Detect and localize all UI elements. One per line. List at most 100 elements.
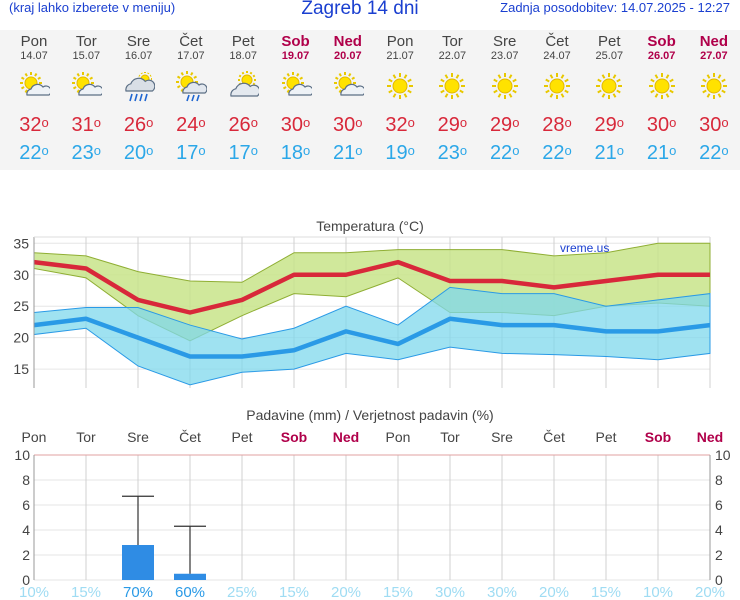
day-date: 26.07: [647, 50, 676, 62]
min-temperature: 23o: [437, 142, 468, 164]
sun-cloud-icon: [20, 72, 50, 96]
precipitation-probability: 15%: [71, 584, 101, 600]
min-temperature: 17o: [228, 142, 258, 164]
day-column: Tor 22.07 29o 23o: [426, 30, 478, 165]
day-column: Čet 24.07 28o 22o: [531, 30, 583, 165]
min-temperature: 21o: [333, 142, 363, 164]
day-date: 15.07: [72, 50, 101, 62]
day-name: Sre: [493, 33, 517, 50]
day-column: Pet 18.07 26o 17o: [217, 30, 269, 165]
precipitation-probability: 60%: [175, 584, 205, 600]
x-tick-label: Sre: [127, 429, 149, 445]
day-column: Sre 16.07 26o 20o: [113, 30, 165, 165]
day-column: Tor 15.07 31o 23o: [60, 30, 112, 165]
y-tick-label: 30: [13, 267, 29, 283]
day-column: Sob 26.07 30o 21o: [636, 30, 688, 165]
day-date: 18.07: [229, 50, 257, 62]
min-temperature: 21o: [594, 142, 625, 164]
y-tick-label-left: 6: [22, 497, 30, 513]
min-temperature: 22o: [19, 142, 49, 164]
day-column: Sob 19.07 30o 18o: [270, 30, 322, 165]
tmax-line: [33, 259, 710, 315]
y-tick-label-right: 2: [715, 547, 723, 563]
precipitation-chart-title: Padavine (mm) / Verjetnost padavin (%): [246, 407, 493, 423]
x-tick-label: Ned: [333, 429, 359, 445]
x-tick-label: Pet: [231, 429, 252, 445]
day-date: 21.07: [386, 50, 414, 62]
day-name: Ned: [699, 33, 729, 50]
max-temperature: 26o: [228, 114, 258, 136]
day-column: Čet 17.07 24o 17o: [165, 30, 217, 165]
min-temperature: 22o: [699, 142, 729, 164]
page-title: Zagreb 14 dni: [301, 0, 419, 19]
sun-icon: [544, 73, 570, 99]
y-tick-label-right: 0: [715, 572, 723, 588]
max-temperature: 30o: [333, 114, 363, 136]
precipitation-probability: 15%: [279, 584, 309, 600]
min-temperature: 22o: [489, 142, 520, 164]
day-date: 16.07: [124, 50, 153, 62]
precipitation-chart: Padavine (mm) / Verjetnost padavin (%) Po…: [14, 407, 730, 600]
precipitation-probability: 30%: [435, 584, 465, 600]
x-tick-label: Čet: [543, 429, 565, 445]
y-tick-label: 20: [13, 330, 29, 346]
x-tick-label: Sob: [645, 429, 671, 445]
watermark: vreme.us: [560, 241, 609, 255]
cloud-sun-icon: [230, 71, 260, 97]
sun-icon: [596, 73, 623, 99]
y-tick-label-right: 6: [715, 497, 723, 513]
y-tick-label: 25: [13, 298, 29, 314]
y-tick-label: 15: [13, 361, 29, 377]
day-date: 19.07: [281, 50, 310, 62]
header-menu-hint[interactable]: (kraj lahko izberete v meniju): [9, 0, 176, 15]
max-temperature: 29o: [489, 114, 520, 136]
day-column: Ned 27.07 30o 22o: [688, 30, 740, 165]
precipitation-probability: 15%: [383, 584, 413, 600]
max-temperature: 29o: [594, 114, 625, 136]
max-temperature: 32o: [385, 114, 415, 136]
max-temperature: 30o: [646, 114, 677, 136]
max-temperature: 32o: [19, 114, 49, 136]
day-name: Sob: [647, 33, 676, 50]
max-temperature: 31o: [71, 114, 102, 136]
max-temperature: 29o: [437, 114, 468, 136]
day-name: Pet: [598, 33, 621, 50]
x-tick-label: Pon: [386, 429, 411, 445]
min-temperature: 17o: [176, 142, 206, 164]
y-tick-label-right: 4: [715, 522, 723, 538]
x-tick-label: Sre: [491, 429, 513, 445]
rain-cloud-icon: [124, 72, 155, 102]
day-column: Pet 25.07 29o 21o: [583, 30, 635, 165]
sun-cloud-icon: [281, 72, 312, 96]
day-name: Čet: [545, 33, 569, 50]
day-date: 14.07: [20, 50, 48, 62]
temperature-chart: Temperatura (°C) 15 20 25 30 35 vreme.us: [13, 218, 711, 388]
precipitation-probability: 10%: [643, 584, 673, 600]
sun-icon: [491, 73, 518, 99]
forecast-strip: Pon 14.07 32o 22o Tor 15.07 31o 23o Sre 16.07 26o 2…: [0, 30, 740, 170]
y-tick-label: 35: [13, 235, 29, 251]
day-name: Tor: [441, 33, 463, 50]
day-column: Pon 21.07 32o 19o: [374, 30, 426, 165]
tmin-line: [33, 316, 711, 359]
day-column: Ned 20.07 30o 21o: [322, 30, 374, 165]
precipitation-probability: 10%: [19, 584, 49, 600]
day-name: Tor: [75, 33, 97, 50]
precipitation-probability: 70%: [123, 584, 153, 600]
precipitation-probability: 20%: [331, 584, 361, 600]
day-name: Čet: [179, 33, 203, 50]
min-temperature: 23o: [71, 142, 102, 164]
day-name: Pon: [386, 33, 414, 50]
x-tick-label: Tor: [76, 429, 96, 445]
min-temperature: 22o: [542, 142, 572, 164]
precipitation-probability: 15%: [591, 584, 621, 600]
sun-rain-cloud-icon: [175, 71, 207, 102]
day-date: 23.07: [490, 50, 519, 62]
day-column: Sre 23.07 29o 22o: [479, 30, 531, 165]
day-date: 20.07: [334, 50, 362, 62]
day-name: Sob: [281, 33, 310, 50]
precipitation-probability: 25%: [227, 584, 257, 600]
min-temperature: 20o: [123, 142, 154, 164]
day-date: 27.07: [700, 50, 728, 62]
day-column: Pon 14.07 32o 22o: [8, 30, 60, 165]
